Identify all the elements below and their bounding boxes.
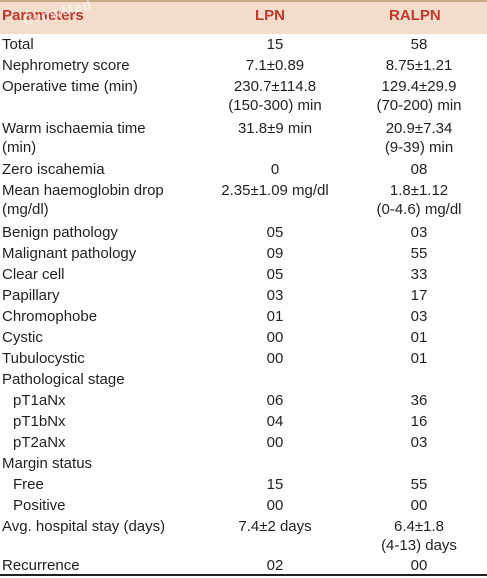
lpn-value: 15 <box>266 36 284 53</box>
row-label: Total <box>2 36 34 53</box>
row-label: Positive <box>13 497 66 514</box>
lpn-value: 230.7±114.8 <box>233 78 317 95</box>
ralpn-value: 6.4±1.8 <box>394 518 444 535</box>
lpn-value: 04 <box>266 413 284 430</box>
table-header: Parameters LPN RALPN GrowMed <box>0 0 487 34</box>
lpn-value: 01 <box>266 308 284 325</box>
lpn-value: 00 <box>266 497 284 514</box>
row-label-cont: (mg/dl) <box>2 201 49 218</box>
lpn-value: 7.4±2 days <box>238 518 312 535</box>
row-label: Malignant pathology <box>2 245 137 262</box>
ralpn-value: 00 <box>410 557 428 574</box>
row-label: Mean haemoglobin drop <box>2 182 164 199</box>
ralpn-value: 129.4±29.9 <box>381 78 457 95</box>
ralpn-value: 8.75±1.21 <box>385 57 453 74</box>
row-label: pT2aNx <box>13 434 66 451</box>
row-label: Operative time (min) <box>2 78 138 95</box>
row-label: Cystic <box>2 329 43 346</box>
row-label: Pathological stage <box>2 371 125 388</box>
ralpn-range: (70-200) min <box>376 97 462 114</box>
lpn-value: 03 <box>266 287 284 304</box>
header-lpn: LPN <box>255 7 285 24</box>
lpn-value: 7.1±0.89 <box>245 57 305 74</box>
ralpn-range: (0-4.6) mg/dl <box>376 201 462 218</box>
lpn-value: 00 <box>266 350 284 367</box>
ralpn-value: 08 <box>410 161 428 178</box>
header-parameters: Parameters <box>2 7 84 24</box>
ralpn-value: 1.8±1.12 <box>389 182 449 199</box>
row-label: pT1bNx <box>13 413 66 430</box>
lpn-value: 00 <box>266 434 284 451</box>
ralpn-value: 20.9±7.34 <box>385 120 453 137</box>
ralpn-value: 03 <box>410 434 428 451</box>
ralpn-value: 01 <box>410 350 428 367</box>
ralpn-value: 03 <box>410 224 428 241</box>
ralpn-range: (4-13) days <box>381 537 457 554</box>
row-label: Recurrence <box>2 557 80 574</box>
ralpn-value: 00 <box>410 497 428 514</box>
row-label: Chromophobe <box>2 308 98 325</box>
lpn-value: 00 <box>266 329 284 346</box>
ralpn-value: 33 <box>410 266 428 283</box>
row-label: Nephrometry score <box>2 57 130 74</box>
row-label: Clear cell <box>2 266 65 283</box>
row-label: Papillary <box>2 287 60 304</box>
lpn-value: 15 <box>266 476 284 493</box>
row-label: Avg. hospital stay (days) <box>2 518 166 535</box>
bottom-rule <box>0 574 487 576</box>
lpn-value: 09 <box>266 245 284 262</box>
ralpn-value: 01 <box>410 329 428 346</box>
lpn-value: 05 <box>266 224 284 241</box>
ralpn-value: 16 <box>410 413 428 430</box>
lpn-value: 06 <box>266 392 284 409</box>
row-label: Warm ischaemia time <box>2 120 146 137</box>
row-label: Margin status <box>2 455 93 472</box>
ralpn-value: 58 <box>410 36 428 53</box>
ralpn-value: 17 <box>410 287 428 304</box>
header-ralpn: RALPN <box>389 7 441 24</box>
ralpn-value: 36 <box>410 392 428 409</box>
ralpn-value: 55 <box>410 245 428 262</box>
row-label: Free <box>13 476 44 493</box>
lpn-range: (150-300) min <box>228 97 322 114</box>
lpn-value: 2.35±1.09 mg/dl <box>221 182 329 199</box>
ralpn-value: 55 <box>410 476 428 493</box>
row-label: Benign pathology <box>2 224 118 241</box>
row-label: pT1aNx <box>13 392 66 409</box>
row-label-cont: (min) <box>2 139 37 156</box>
lpn-value: 0 <box>270 161 280 178</box>
row-label: Tubulocystic <box>2 350 85 367</box>
lpn-value: 31.8±9 min <box>237 120 313 137</box>
lpn-value: 02 <box>266 557 284 574</box>
ralpn-value: 03 <box>410 308 428 325</box>
row-label: Zero iscahemia <box>2 161 105 178</box>
ralpn-range: (9-39) min <box>384 139 454 156</box>
lpn-value: 05 <box>266 266 284 283</box>
